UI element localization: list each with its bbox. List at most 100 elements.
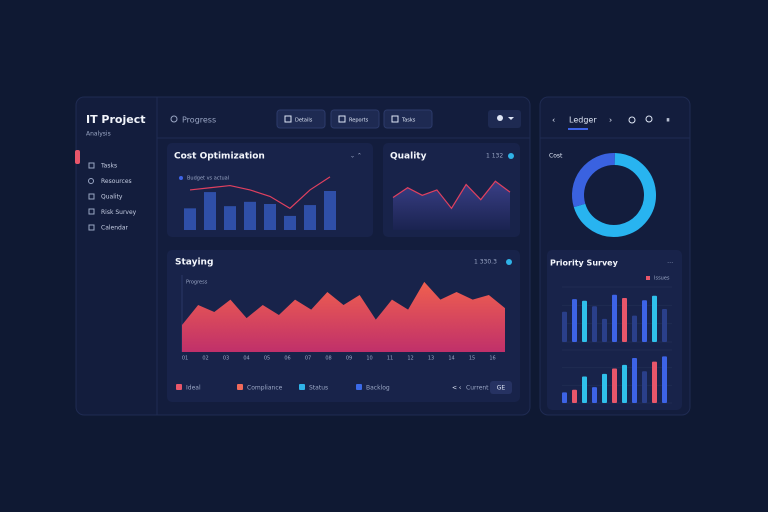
- card-value: 1 330.3: [474, 259, 497, 266]
- x-tick-label: 11: [387, 356, 393, 362]
- line: [392, 180, 511, 210]
- area: [393, 181, 510, 230]
- area: [182, 281, 505, 352]
- donut-segment: [573, 153, 656, 237]
- status-dot: [508, 153, 514, 159]
- icon[interactable]: [645, 115, 653, 123]
- nav-forward[interactable]: ›: [609, 116, 612, 125]
- line: [189, 176, 331, 210]
- pager-label: Current: [466, 385, 489, 392]
- legend-dot: [179, 176, 183, 180]
- legend-swatch: [237, 384, 243, 390]
- nav-item[interactable]: Calendar: [101, 225, 129, 232]
- pager-button[interactable]: [490, 381, 512, 394]
- bar: [562, 392, 567, 403]
- bar: [652, 295, 657, 342]
- pager-button-label[interactable]: GE: [497, 385, 506, 392]
- legend-label: Status: [309, 385, 328, 392]
- card-title: Priority Survey: [550, 259, 619, 268]
- x-tick-label: 16: [489, 356, 495, 362]
- nav-icons: [88, 162, 95, 231]
- bar: [592, 387, 597, 403]
- icon: [170, 115, 178, 123]
- x-tick-label: 05: [264, 356, 270, 362]
- x-tick-label: 01: [182, 356, 188, 362]
- bar: [582, 300, 587, 342]
- status-dot: [506, 259, 512, 265]
- topbar-button[interactable]: [330, 109, 380, 129]
- topbar-button[interactable]: [383, 109, 433, 129]
- bar: [642, 371, 647, 403]
- legend-swatch: [299, 384, 305, 390]
- card-title: Cost Optimization: [174, 152, 265, 162]
- bar: [324, 191, 336, 230]
- nav-item[interactable]: Risk Survey: [101, 209, 137, 216]
- legend-swatch: [646, 276, 650, 280]
- bar: [622, 364, 627, 403]
- bar: [642, 300, 647, 342]
- x-tick-label: 02: [202, 356, 208, 362]
- x-tick-label: 03: [223, 356, 229, 362]
- x-tick-label: 12: [407, 356, 413, 362]
- bar: [304, 205, 316, 230]
- card-title: Staying: [175, 258, 213, 268]
- bar: [602, 373, 607, 403]
- user-button[interactable]: [488, 110, 521, 128]
- bar: [284, 215, 296, 230]
- bar: [204, 192, 216, 230]
- cost-card: [167, 143, 373, 237]
- nav-item[interactable]: Quality: [101, 194, 123, 201]
- bar: [592, 306, 597, 342]
- bar: [612, 294, 617, 342]
- donut-segment: [572, 153, 615, 208]
- nav-item[interactable]: Resources: [101, 178, 132, 185]
- legend-label: Ideal: [186, 385, 201, 392]
- bar: [572, 299, 577, 342]
- legend-label: Budget vs actual: [187, 176, 229, 182]
- app-subtitle: Analysis: [86, 131, 111, 138]
- bar: [582, 376, 587, 403]
- topbar-button-label[interactable]: Reports: [349, 118, 369, 124]
- topbar-button-label[interactable]: Tasks: [401, 118, 416, 124]
- bar: [632, 357, 637, 403]
- button-icon: [338, 115, 346, 123]
- nav-back[interactable]: ‹: [552, 116, 555, 125]
- x-tick-label: 14: [448, 356, 454, 362]
- axis-label: Progress: [186, 280, 208, 286]
- bar: [662, 309, 667, 342]
- pager-arrows[interactable]: < ‹: [452, 385, 461, 392]
- icon[interactable]: [628, 116, 636, 124]
- bar: [662, 356, 667, 403]
- button-icon: [284, 115, 292, 123]
- legend-label: Backlog: [366, 385, 390, 392]
- app-title: IT Project: [86, 113, 145, 126]
- card-title: Quality: [390, 152, 427, 162]
- bar: [602, 318, 607, 342]
- x-tick-label: 08: [325, 356, 331, 362]
- topbar-title: Progress: [182, 116, 216, 125]
- legend-swatch: [356, 384, 362, 390]
- icon: [508, 117, 514, 120]
- card-value: 1 132: [486, 153, 503, 160]
- icon: [497, 115, 503, 121]
- x-tick-label: 06: [284, 356, 290, 362]
- x-tick-label: 09: [346, 356, 352, 362]
- bar: [612, 368, 617, 403]
- bar: [224, 206, 236, 230]
- nav-item[interactable]: Tasks: [100, 163, 117, 170]
- bar: [622, 298, 627, 342]
- bar: [562, 311, 567, 342]
- topbar-button-label[interactable]: Details: [295, 118, 313, 124]
- icon[interactable]: ⏸: [666, 116, 670, 125]
- bar: [632, 315, 637, 342]
- icon[interactable]: ⋯: [667, 260, 673, 267]
- icon: ⌄ ⌃: [350, 153, 362, 160]
- legend-swatch: [176, 384, 182, 390]
- topbar-button[interactable]: [276, 109, 326, 129]
- x-tick-label: 13: [428, 356, 434, 362]
- bar: [184, 208, 196, 230]
- active-indicator: [75, 150, 80, 164]
- panel-title: Ledger: [569, 116, 597, 125]
